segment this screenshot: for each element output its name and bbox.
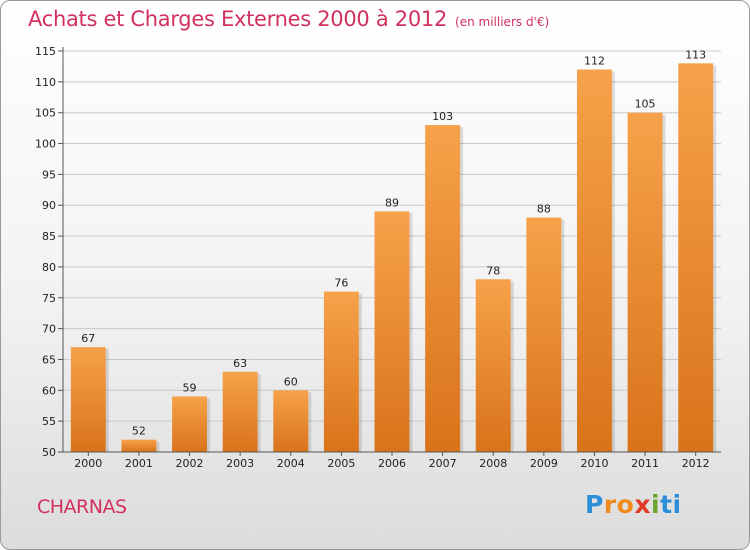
y-tick-label: 90 [42, 199, 56, 212]
data-label: 105 [635, 98, 656, 111]
x-tick-label: 2001 [125, 457, 153, 470]
bar [323, 291, 359, 452]
data-label: 103 [432, 110, 453, 123]
x-tick-label: 2006 [378, 457, 406, 470]
x-tick-label: 2010 [580, 457, 608, 470]
x-axis: 2000 2001 2002 2003 2004 2005 2006 2007 2008 2009… [63, 451, 721, 470]
y-tick-label: 105 [35, 107, 56, 120]
bar [425, 125, 461, 453]
y-tick-label: 115 [35, 45, 56, 58]
y-tick-label: 110 [35, 76, 56, 89]
data-label: 78 [486, 264, 500, 277]
x-tick-label: 2004 [277, 457, 305, 470]
data-label: 60 [284, 375, 298, 388]
y-tick-label: 95 [42, 168, 56, 181]
commune-name: CHARNAS [37, 496, 127, 518]
data-label: 89 [385, 196, 399, 209]
data-label: 63 [233, 357, 247, 370]
logo-letter: r [603, 490, 617, 519]
y-tick-label: 85 [42, 230, 56, 243]
logo-letter: x [634, 490, 651, 519]
data-label: 112 [584, 55, 605, 68]
chart-unit: (en milliers d'€) [455, 15, 550, 29]
logo-letter: t [660, 490, 673, 519]
x-tick-label: 2009 [530, 457, 558, 470]
bar [222, 371, 258, 452]
bar [121, 439, 157, 452]
bar [627, 112, 663, 452]
x-tick-label: 2002 [176, 457, 204, 470]
logo-letter: P [585, 490, 604, 519]
data-label: 88 [537, 203, 551, 216]
bar [374, 211, 410, 452]
y-tick-label: 100 [35, 138, 56, 151]
x-tick-label: 2008 [479, 457, 507, 470]
data-label: 76 [334, 277, 348, 290]
bar [273, 390, 309, 452]
bar [172, 396, 208, 452]
y-tick-label: 50 [42, 446, 56, 459]
bars: 67 52 59 63 60 76 89 103 78 88 112 105 113 [70, 48, 717, 453]
data-label: 52 [132, 425, 146, 438]
logo-letter: i [672, 490, 682, 519]
x-tick-label: 2003 [226, 457, 254, 470]
x-tick-label: 2011 [631, 457, 659, 470]
y-tick-label: 65 [42, 353, 56, 366]
proxiti-logo: Proxiti [585, 490, 682, 519]
logo-letter: o [616, 490, 635, 519]
bar [70, 347, 106, 452]
y-tick-label: 75 [42, 292, 56, 305]
x-tick-label: 2005 [327, 457, 355, 470]
x-tick-label: 2000 [74, 457, 102, 470]
x-tick-label: 2012 [682, 457, 710, 470]
y-tick-label: 70 [42, 323, 56, 336]
data-label: 59 [183, 381, 197, 394]
y-axis: 50 55 60 65 70 75 80 85 90 95 100 105 110 115 [35, 45, 64, 459]
bar [526, 217, 562, 452]
y-tick-label: 60 [42, 384, 56, 397]
x-tick-label: 2007 [429, 457, 457, 470]
logo-letter: i [651, 490, 661, 519]
bar [678, 63, 714, 452]
chart-title: Achats et Charges Externes 2000 à 2012 (e… [28, 7, 550, 31]
y-tick-label: 55 [42, 415, 56, 428]
bar [475, 279, 511, 452]
y-tick-label: 80 [42, 261, 56, 274]
bar [576, 69, 612, 452]
data-label: 67 [81, 332, 95, 345]
data-label: 113 [685, 48, 706, 61]
